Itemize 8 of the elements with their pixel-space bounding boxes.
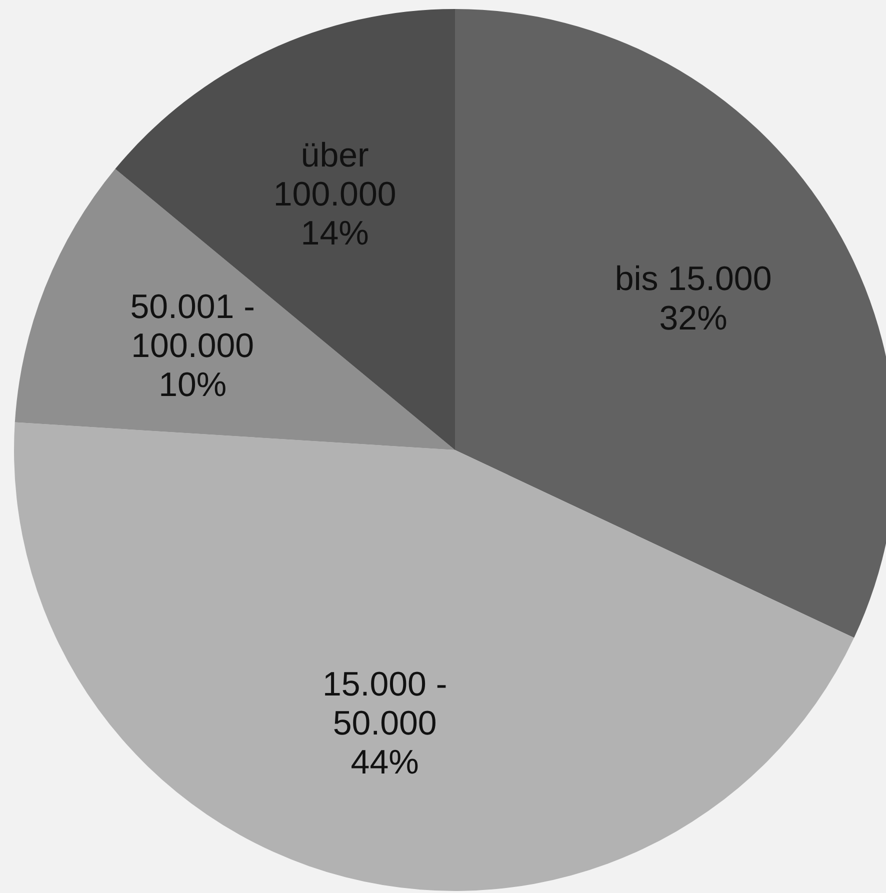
slice-label: 15.000 - 50.000 (322, 665, 448, 742)
data-label: 14% (300, 214, 369, 253)
data-label: 32% (659, 299, 728, 338)
slice-label: über 100.000 (273, 136, 396, 214)
slice-label: bis 15.000 (614, 260, 772, 298)
data-label: 44% (350, 743, 419, 782)
slice-label: 50.001 - 100.000 (130, 288, 255, 366)
data-label: 10% (158, 366, 227, 404)
